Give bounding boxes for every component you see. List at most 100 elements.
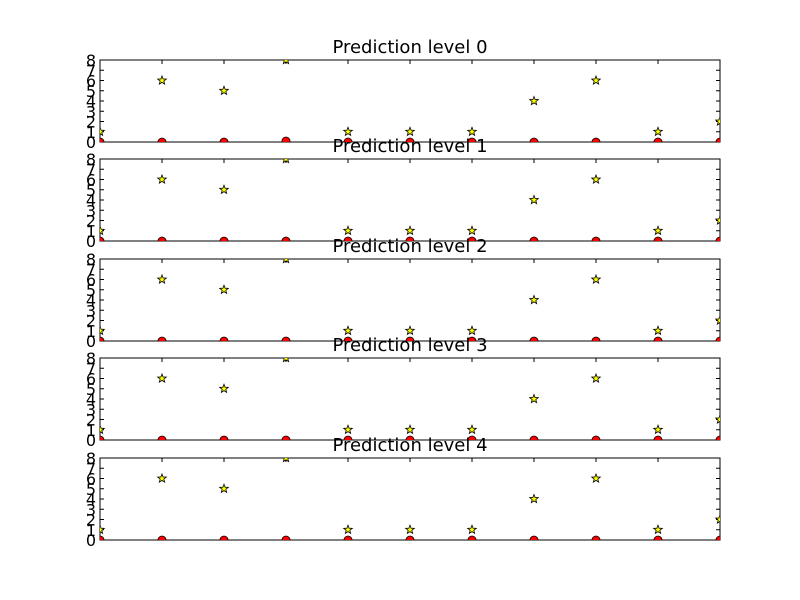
subplot-1-ytick-label-8: 8 [86,150,96,169]
subplot-0-star-point-9 [652,126,664,137]
subplot-2-ytick-label-6: 6 [86,271,96,290]
subplot-4-circle-point-3 [281,535,291,540]
subplot-3-star-point-5 [404,424,416,435]
subplot-2-star-point-1 [156,273,168,285]
subplot-1-circle-point-0 [100,236,105,241]
subplot-0-circle-point-6 [467,137,477,142]
subplot-1-points [100,159,720,241]
subplot-2-star-point-6 [466,325,478,336]
subplot-3-star-point-9 [652,424,664,435]
subplot-0-star-point-4 [342,126,354,137]
subplot-2-circle-point-3 [281,336,291,341]
subplot-1-title: Prediction level 1 [332,136,487,157]
subplot-4-ytick-label-4: 4 [86,490,96,509]
subplot-0-ytick-label-4: 4 [86,92,96,111]
subplot-3-ytick-label-3: 3 [86,400,96,419]
subplot-2-circle-point-4 [343,336,353,341]
subplot-3-circle-point-1 [157,435,167,440]
subplot-2-circle-point-10 [715,336,720,341]
subplot-3-circle-point-2 [219,435,229,440]
subplot-1-ytick-label-1: 1 [86,222,96,241]
subplot-2-star-point-7 [528,294,540,305]
subplot-2-circle-point-9 [653,336,663,341]
subplot-0-ytick-label-6: 6 [86,72,96,91]
subplot-3-title: Prediction level 3 [332,335,487,356]
subplot-4-ytick-label-8: 8 [86,449,96,468]
subplot-0-circle-point-8 [591,137,601,142]
subplot-4-star-point-10 [714,513,720,525]
subplot-4-circle-point-9 [653,535,663,540]
subplot-0-star-point-1 [156,74,168,86]
subplot-3-star-point-6 [466,424,478,435]
subplot-2-ytick-label-2: 2 [86,312,96,331]
subplot-4-ytick-label-0: 0 [86,531,96,550]
subplot-2-ytick-label-3: 3 [86,301,96,320]
subplot-0-star-point-6 [466,126,478,137]
subplot-0-ytick-label-3: 3 [86,102,96,121]
subplot-1-ytick-label-4: 4 [86,191,96,210]
subplot-0-ytick-label-5: 5 [86,82,96,101]
subplot-4-title: Prediction level 4 [332,435,487,456]
subplot-1-circle-point-7 [529,236,539,241]
subplot-1-ytick-label-0: 0 [86,232,96,251]
subplot-3-ytick-label-1: 1 [86,421,96,440]
subplot-1-star-point-7 [528,194,540,205]
subplot-4-ytick-label-2: 2 [86,511,96,530]
subplot-2-points [100,259,720,341]
subplot-4-circle-point-10 [715,535,720,540]
subplot-3-ytick-label-4: 4 [86,390,96,409]
subplot-3-star-point-4 [342,424,354,435]
subplot-0-star-point-2 [218,85,230,96]
subplot-3-star-point-3 [282,358,290,363]
subplot-0-ytick-label-2: 2 [86,113,96,132]
subplot-3-star-point-10 [714,413,720,425]
subplot-4-ytick-label-6: 6 [86,470,96,489]
subplot-3-star-point-8 [590,372,602,384]
subplot-4-star-point-8 [590,472,602,484]
subplot-1-circle-point-3 [281,236,291,241]
subplot-4-ytick-label-3: 3 [86,500,96,519]
subplot-2-star-point-4 [342,325,354,336]
subplot-1-star-point-9 [652,225,664,236]
subplot-2-circle-point-6 [467,336,477,341]
subplot-1-ytick-label-3: 3 [86,201,96,220]
subplot-1-star-point-8 [590,173,602,185]
subplot-2-title: Prediction level 2 [332,236,487,257]
subplot-0-circle-point-5 [405,137,415,142]
subplot-2-star-point-5 [404,325,416,336]
subplot-4-circle-point-0 [100,535,105,540]
subplot-4-circle-point-7 [529,535,539,540]
subplot-4-circle-point-8 [591,535,601,540]
subplot-0-star-point-10 [714,115,720,127]
subplot-1-circle-point-5 [405,236,415,241]
subplot-4-circle-point-1 [157,535,167,540]
subplot-4-star-point-7 [528,493,540,504]
subplot-1-ytick-label-5: 5 [86,181,96,200]
subplot-3-ytick-label-5: 5 [86,380,96,399]
subplot-3-ytick-label-6: 6 [86,370,96,389]
subplot-3-circle-point-7 [529,435,539,440]
subplot-1-circle-point-10 [715,236,720,241]
subplot-2-circle-point-5 [405,336,415,341]
subplot-2-star-point-0 [100,325,106,336]
subplot-0-ytick-label-8: 8 [86,51,96,70]
subplot-1-circle-point-1 [157,236,167,241]
subplot-4-circle-point-2 [219,535,229,540]
subplot-3-circle-point-0 [100,435,105,440]
subplot-4-points [100,458,720,540]
subplot-0-circle-point-7 [529,137,539,142]
subplot-2-star-point-10 [714,314,720,326]
subplot-4-star-point-9 [652,524,664,535]
subplot-1-star-point-10 [714,214,720,226]
subplot-0-star-point-7 [528,95,540,106]
subplot-0-points [100,60,720,142]
subplot-2-ytick-label-1: 1 [86,322,96,341]
subplot-3-ytick-label-7: 7 [86,359,96,378]
subplot-4-ytick-label-1: 1 [86,521,96,540]
subplot-4-circle-point-6 [467,535,477,540]
subplot-4-star-point-5 [404,524,416,535]
subplot-1-ytick-label-6: 6 [86,171,96,190]
subplot-0-star-point-3 [282,60,290,65]
